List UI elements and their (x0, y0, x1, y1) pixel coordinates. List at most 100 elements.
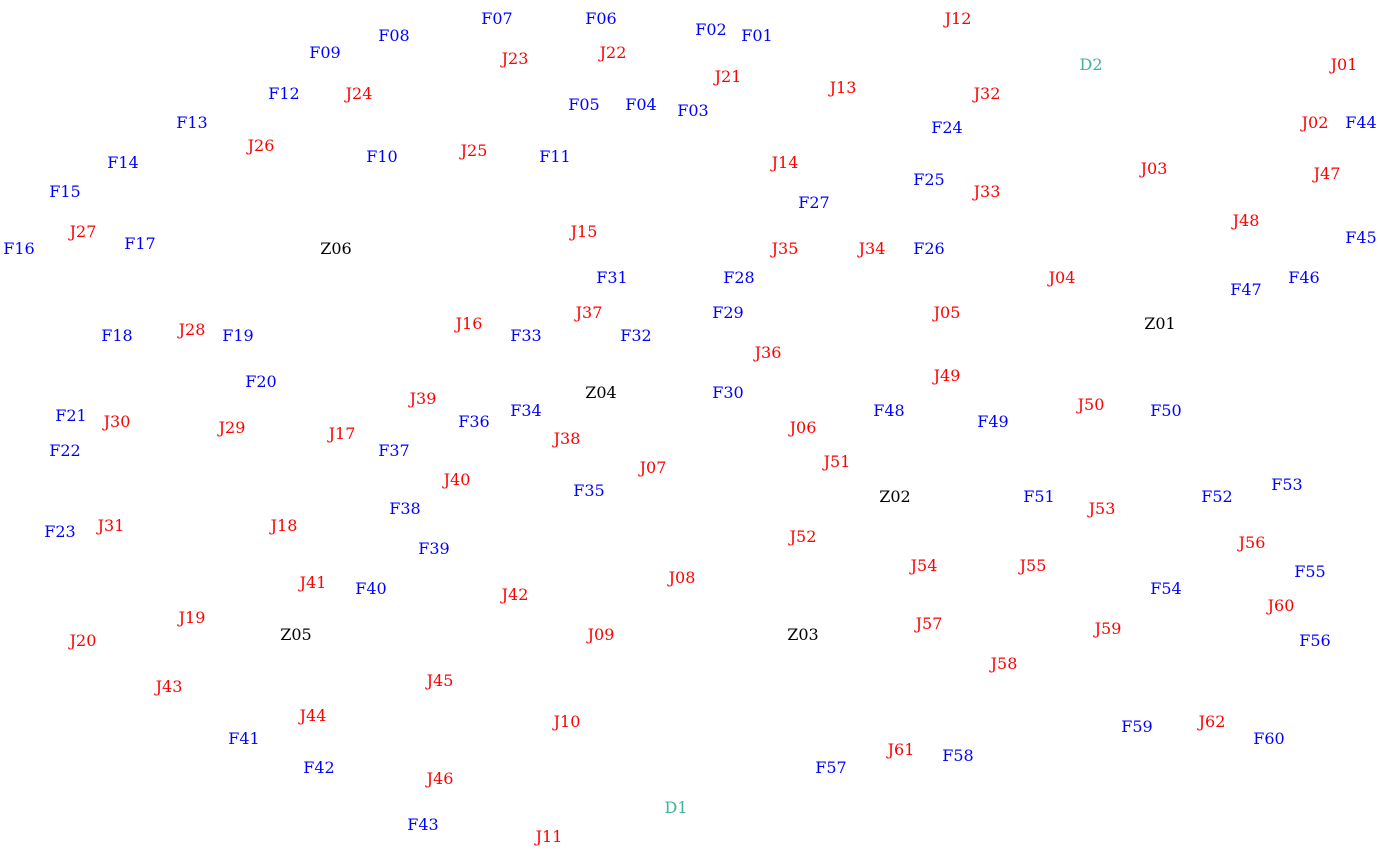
node-label-f59: F59 (1121, 717, 1153, 736)
node-label-f45: F45 (1345, 228, 1377, 247)
node-label-f43: F43 (407, 815, 439, 834)
node-label-j08: J08 (668, 568, 696, 587)
node-label-j04: J04 (1048, 268, 1076, 287)
node-label-f39: F39 (418, 539, 450, 558)
node-label-f56: F56 (1299, 631, 1331, 650)
node-label-j22: J22 (599, 43, 627, 62)
node-label-f30: F30 (712, 383, 744, 402)
node-label-f02: F02 (695, 20, 727, 39)
node-label-z04: Z04 (585, 383, 617, 402)
node-label-f46: F46 (1288, 268, 1320, 287)
node-label-j50: J50 (1077, 395, 1105, 414)
node-label-f06: F06 (585, 9, 617, 28)
node-label-j03: J03 (1140, 159, 1168, 178)
node-label-f36: F36 (458, 412, 490, 431)
node-label-j40: J40 (443, 470, 471, 489)
node-label-f05: F05 (568, 95, 600, 114)
node-label-f26: F26 (913, 239, 945, 258)
node-label-f17: F17 (124, 234, 156, 253)
node-label-f58: F58 (942, 746, 974, 765)
node-label-f09: F09 (309, 43, 341, 62)
node-label-j26: J26 (247, 136, 275, 155)
node-label-f22: F22 (49, 441, 81, 460)
node-label-j58: J58 (990, 654, 1018, 673)
node-label-f19: F19 (222, 326, 254, 345)
node-label-f10: F10 (366, 147, 398, 166)
node-label-j05: J05 (933, 303, 961, 322)
node-label-d2: D2 (1079, 55, 1103, 74)
node-label-j29: J29 (218, 418, 246, 437)
node-label-j60: J60 (1267, 596, 1295, 615)
node-label-f28: F28 (723, 268, 755, 287)
node-label-j53: J53 (1088, 499, 1116, 518)
node-label-j61: J61 (887, 740, 915, 759)
node-label-j36: J36 (754, 343, 782, 362)
node-label-j06: J06 (789, 418, 817, 437)
node-label-z03: Z03 (787, 625, 819, 644)
node-label-f16: F16 (3, 239, 35, 258)
node-label-f32: F32 (620, 326, 652, 345)
node-label-f33: F33 (510, 326, 542, 345)
node-label-j31: J31 (97, 516, 125, 535)
node-label-j45: J45 (426, 671, 454, 690)
node-label-f54: F54 (1150, 579, 1182, 598)
node-label-j18: J18 (270, 516, 298, 535)
node-label-j30: J30 (103, 412, 131, 431)
node-label-j47: J47 (1313, 164, 1341, 183)
node-label-f13: F13 (176, 113, 208, 132)
node-label-j49: J49 (933, 366, 961, 385)
node-label-j28: J28 (178, 320, 206, 339)
node-label-j52: J52 (789, 527, 817, 546)
node-label-f50: F50 (1150, 401, 1182, 420)
node-label-d1: D1 (664, 798, 688, 817)
node-label-j10: J10 (553, 712, 581, 731)
node-label-f51: F51 (1023, 487, 1055, 506)
node-label-f34: F34 (510, 401, 542, 420)
node-label-j14: J14 (771, 153, 799, 172)
node-label-j46: J46 (426, 769, 454, 788)
node-label-j24: J24 (345, 84, 373, 103)
node-label-f41: F41 (228, 729, 260, 748)
node-label-j21: J21 (714, 67, 742, 86)
node-label-f47: F47 (1230, 280, 1262, 299)
node-label-j27: J27 (69, 222, 97, 241)
node-label-z02: Z02 (879, 487, 911, 506)
node-label-j25: J25 (460, 141, 488, 160)
node-label-j56: J56 (1238, 533, 1266, 552)
node-label-f03: F03 (677, 101, 709, 120)
node-label-f24: F24 (931, 118, 963, 137)
node-label-z05: Z05 (280, 625, 312, 644)
node-label-f12: F12 (268, 84, 300, 103)
node-label-z06: Z06 (320, 239, 352, 258)
node-label-j57: J57 (915, 614, 943, 633)
node-label-f44: F44 (1345, 113, 1377, 132)
node-label-f04: F04 (625, 95, 657, 114)
node-label-f29: F29 (712, 303, 744, 322)
node-label-f25: F25 (913, 170, 945, 189)
node-label-j43: J43 (155, 677, 183, 696)
node-label-j07: J07 (639, 458, 667, 477)
node-label-f14: F14 (107, 153, 139, 172)
node-label-f35: F35 (573, 481, 605, 500)
node-label-f42: F42 (303, 758, 335, 777)
node-label-j20: J20 (69, 631, 97, 650)
node-label-f53: F53 (1271, 475, 1303, 494)
node-label-f48: F48 (873, 401, 905, 420)
node-label-j41: J41 (299, 573, 327, 592)
node-label-j02: J02 (1301, 113, 1329, 132)
node-label-j32: J32 (973, 84, 1001, 103)
node-label-f27: F27 (798, 193, 830, 212)
node-label-f23: F23 (44, 522, 76, 541)
node-label-f31: F31 (596, 268, 628, 287)
node-label-f49: F49 (977, 412, 1009, 431)
node-label-z01: Z01 (1144, 314, 1176, 333)
node-label-f57: F57 (815, 758, 847, 777)
node-label-j15: J15 (570, 222, 598, 241)
node-label-j11: J11 (535, 827, 563, 846)
node-label-j35: J35 (771, 239, 799, 258)
node-label-j54: J54 (910, 556, 938, 575)
node-label-j44: J44 (299, 706, 327, 725)
node-label-f38: F38 (389, 499, 421, 518)
node-label-j42: J42 (501, 585, 529, 604)
node-label-j37: J37 (575, 303, 603, 322)
